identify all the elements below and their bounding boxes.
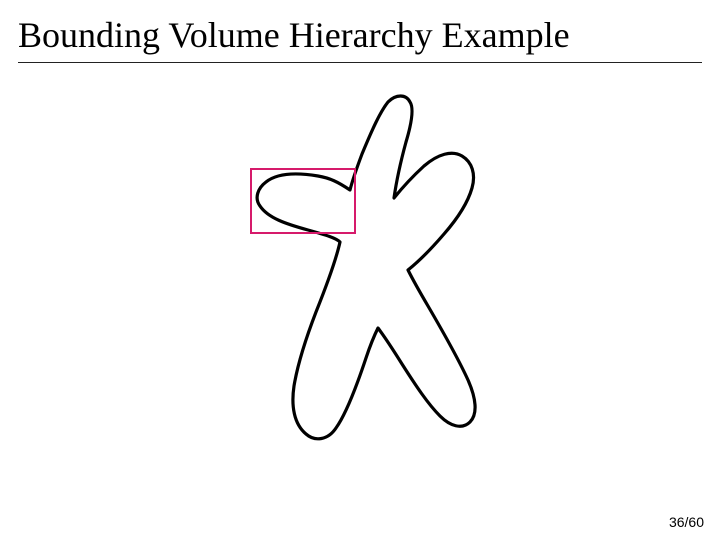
bounding-box-rect bbox=[250, 168, 356, 234]
bvh-figure bbox=[220, 90, 500, 470]
character-shape bbox=[220, 90, 500, 470]
page-number: 36/60 bbox=[669, 514, 704, 530]
title-underline bbox=[18, 62, 702, 63]
page-title: Bounding Volume Hierarchy Example bbox=[18, 14, 570, 56]
character-outline bbox=[257, 96, 475, 439]
